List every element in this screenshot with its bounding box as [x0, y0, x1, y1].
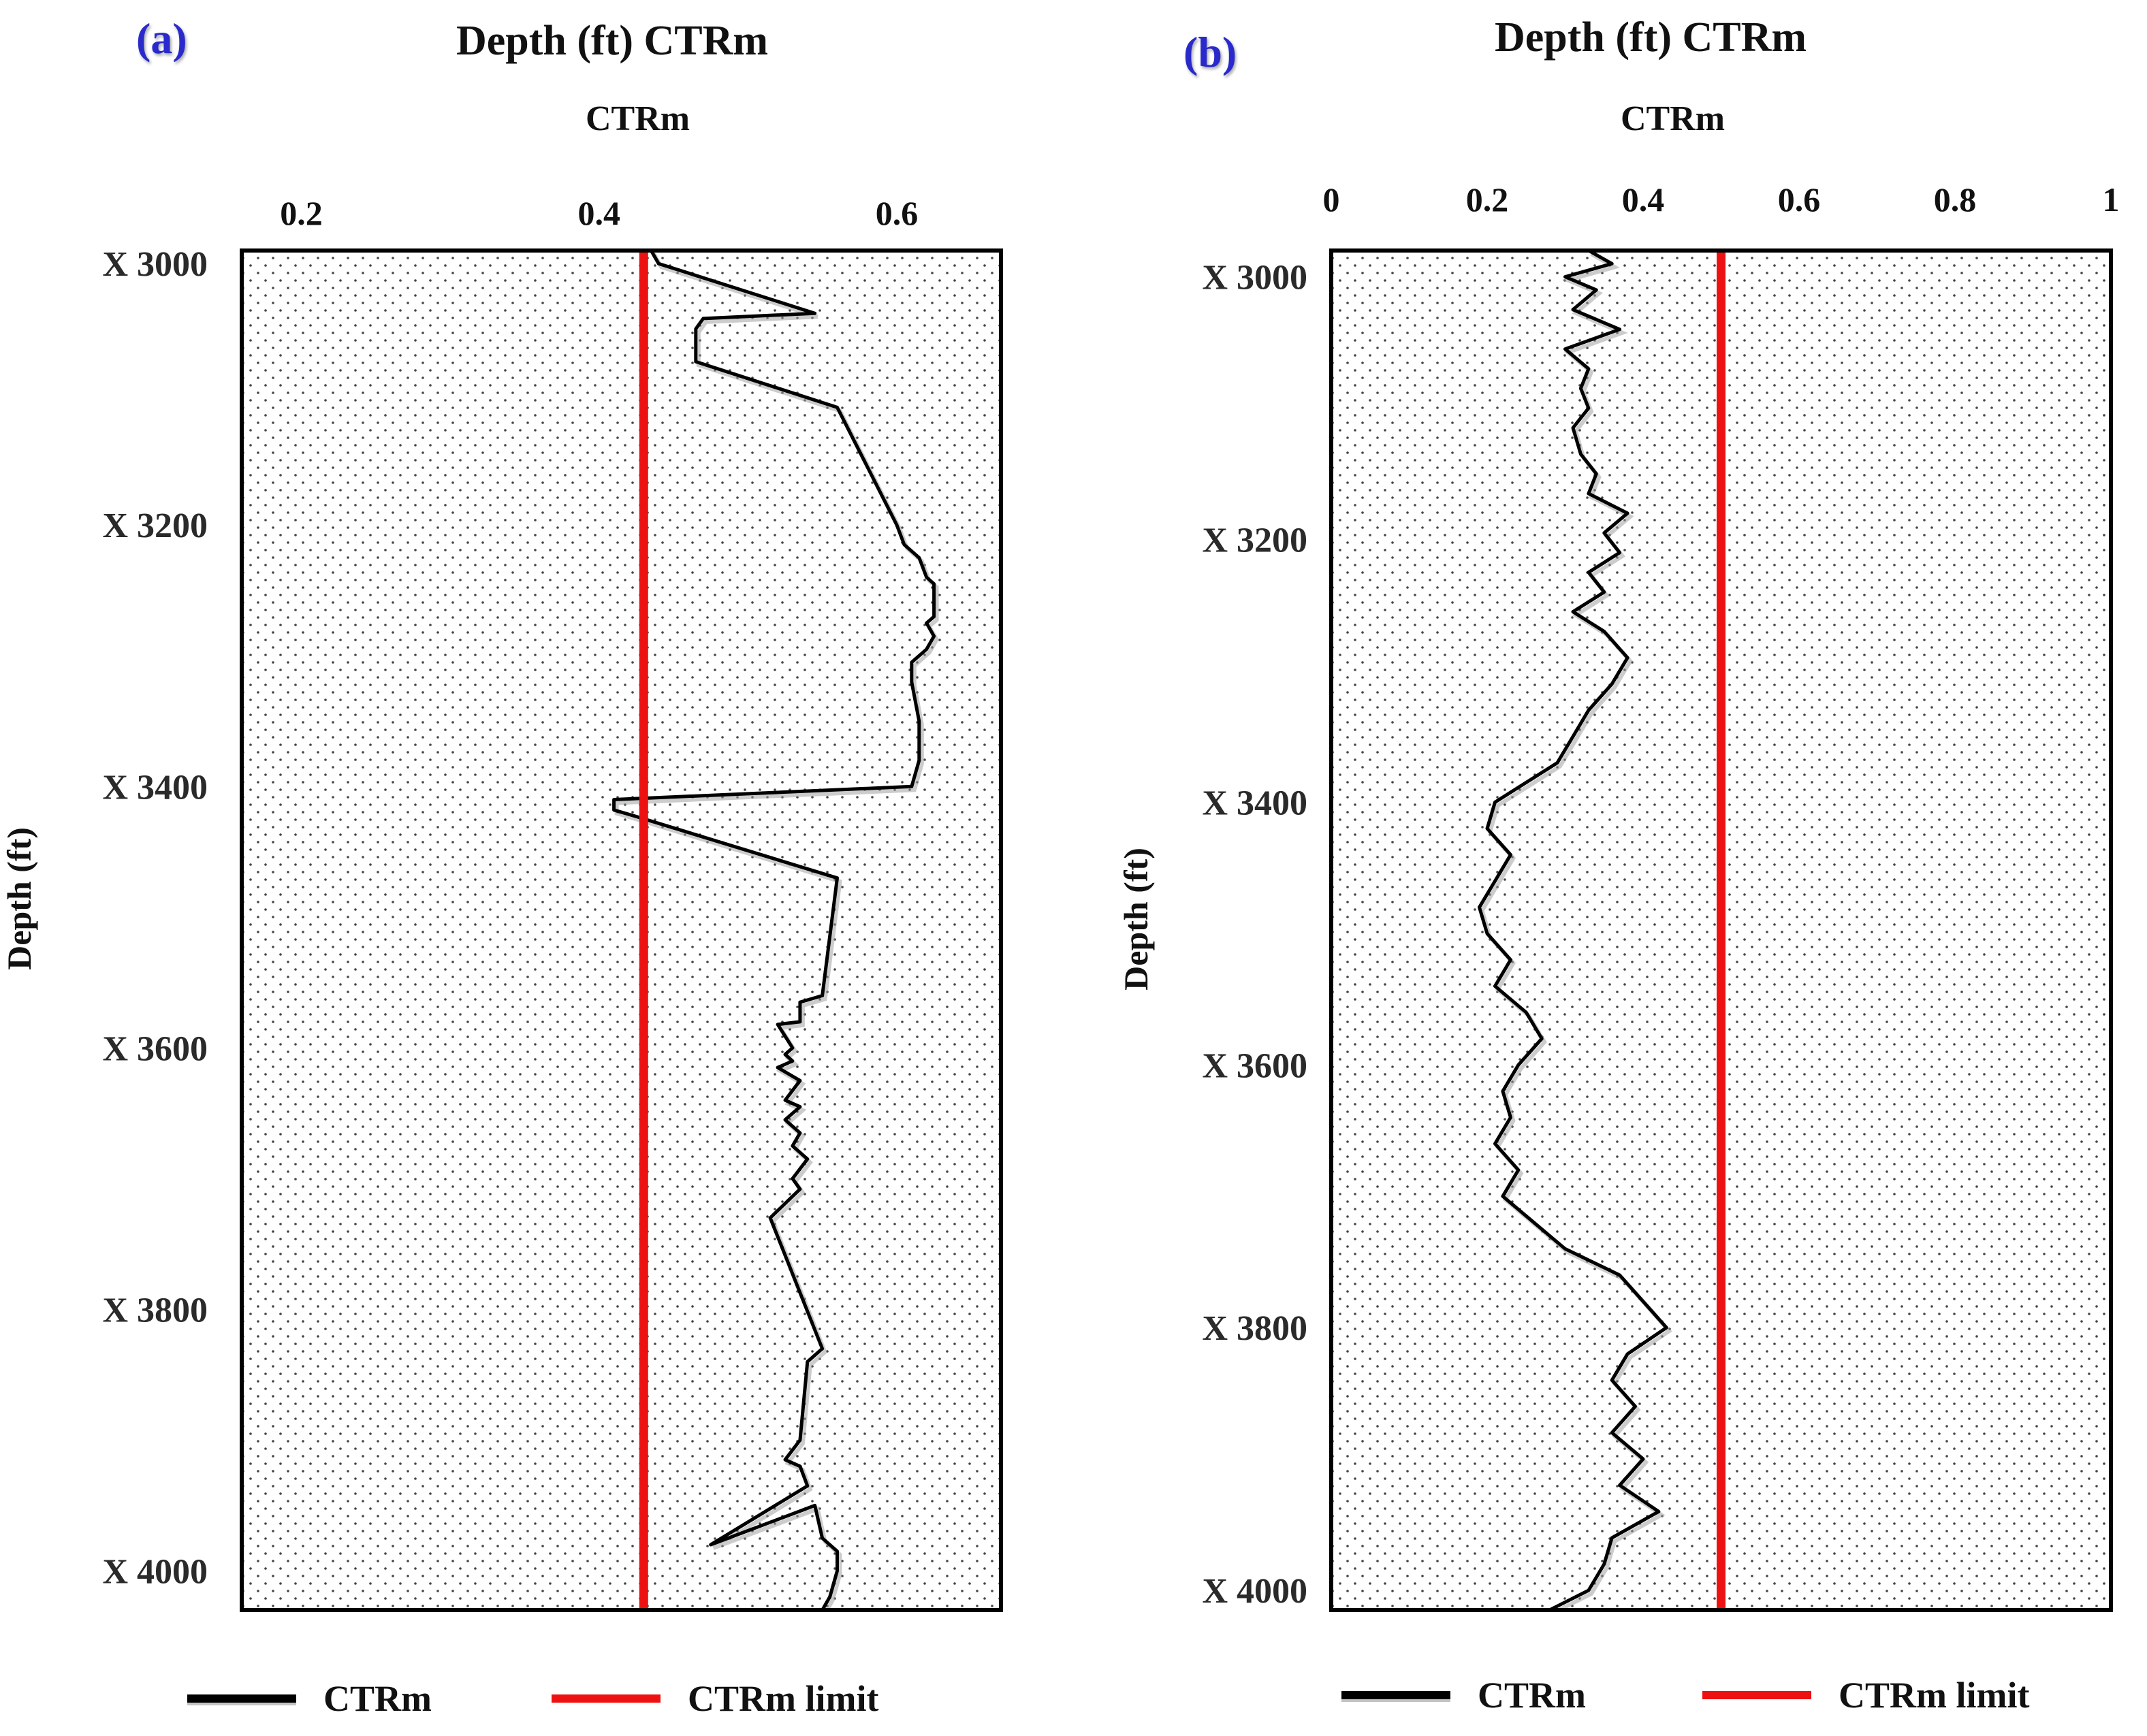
x-tick-label-a: 0.2	[280, 194, 323, 232]
chart-svg-b: 0 0.2 0.4 0.6 0.8 1 X 3000 X 3200 X 3400 X 3600 X …	[1117, 180, 2120, 1716]
plot-clip-group-b	[1478, 251, 1672, 1610]
panel-letter-b: (b)	[1183, 28, 1237, 76]
legend-label-ctrm-a: CTRm	[323, 1678, 432, 1719]
y-tick-label-b: X 3800	[1202, 1309, 1307, 1348]
x-tick-label-a: 0.6	[876, 194, 919, 232]
series-line-ctrm-a	[612, 251, 936, 1610]
chart-title-a: Depth (ft) CTRm	[456, 18, 769, 64]
chart-panel-b: (b) Depth (ft) CTRm CTRm 0 0.2 0.4 0.6 0.8 1 X…	[1090, 0, 2147, 1736]
y-tick-label-a: X 4000	[102, 1552, 208, 1591]
plot-frame-b	[1329, 248, 2113, 1612]
y-tick-label-a: X 3200	[102, 507, 208, 545]
x-tick-label-b: 0.4	[1622, 180, 1665, 219]
x-tick-label-b: 1	[2103, 180, 2120, 219]
y-tick-label-a: X 3400	[102, 768, 208, 807]
y-tick-label-a: X 3600	[102, 1029, 208, 1068]
x-tick-label-a: 0.4	[577, 194, 620, 232]
y-tick-label-b: X 3000	[1202, 259, 1307, 298]
plot-frame-a	[240, 248, 1003, 1612]
y-tick-label-b: X 3600	[1202, 1046, 1307, 1085]
y-tick-label-b: X 4000	[1202, 1572, 1307, 1611]
panel-letter-a: (a)	[136, 14, 187, 63]
x-tick-label-b: 0.6	[1778, 180, 1821, 219]
series-line-ctrm-b	[1478, 251, 1668, 1610]
chart-svg-a: 0.2 0.4 0.6 X 3000 X 3200 X 3400 X 3600 X 3800 X…	[0, 194, 1003, 1719]
x-axis-title-a: CTRm	[586, 99, 690, 138]
y-axis-title-b: Depth (ft)	[1117, 848, 1155, 991]
x-tick-label-b: 0	[1323, 180, 1340, 219]
x-axis-title-b: CTRm	[1621, 99, 1725, 138]
legend-label-ctrm-b: CTRm	[1478, 1675, 1586, 1716]
chart-title-b: Depth (ft) CTRm	[1495, 14, 1807, 61]
y-tick-label-a: X 3800	[102, 1291, 208, 1330]
y-tick-label-b: X 3400	[1202, 784, 1307, 822]
plot-dot-pattern-a	[242, 251, 1001, 1610]
chart-panel-a: (a) Depth (ft) CTRm CTRm 0.2 0.4 0.6 X 3000…	[0, 0, 1062, 1736]
legend-label-limit-a: CTRm limit	[688, 1678, 878, 1719]
y-tick-label-a: X 3000	[102, 245, 208, 284]
x-tick-label-b: 0.2	[1466, 180, 1509, 219]
y-axis-title-a: Depth (ft)	[0, 827, 38, 970]
series-shadow-ctrm-b	[1480, 252, 1672, 1610]
legend-label-limit-b: CTRm limit	[1839, 1675, 2029, 1716]
x-tick-label-b: 0.8	[1934, 180, 1977, 219]
plot-clip-group-a	[612, 251, 940, 1610]
y-tick-label-b: X 3200	[1202, 521, 1307, 560]
